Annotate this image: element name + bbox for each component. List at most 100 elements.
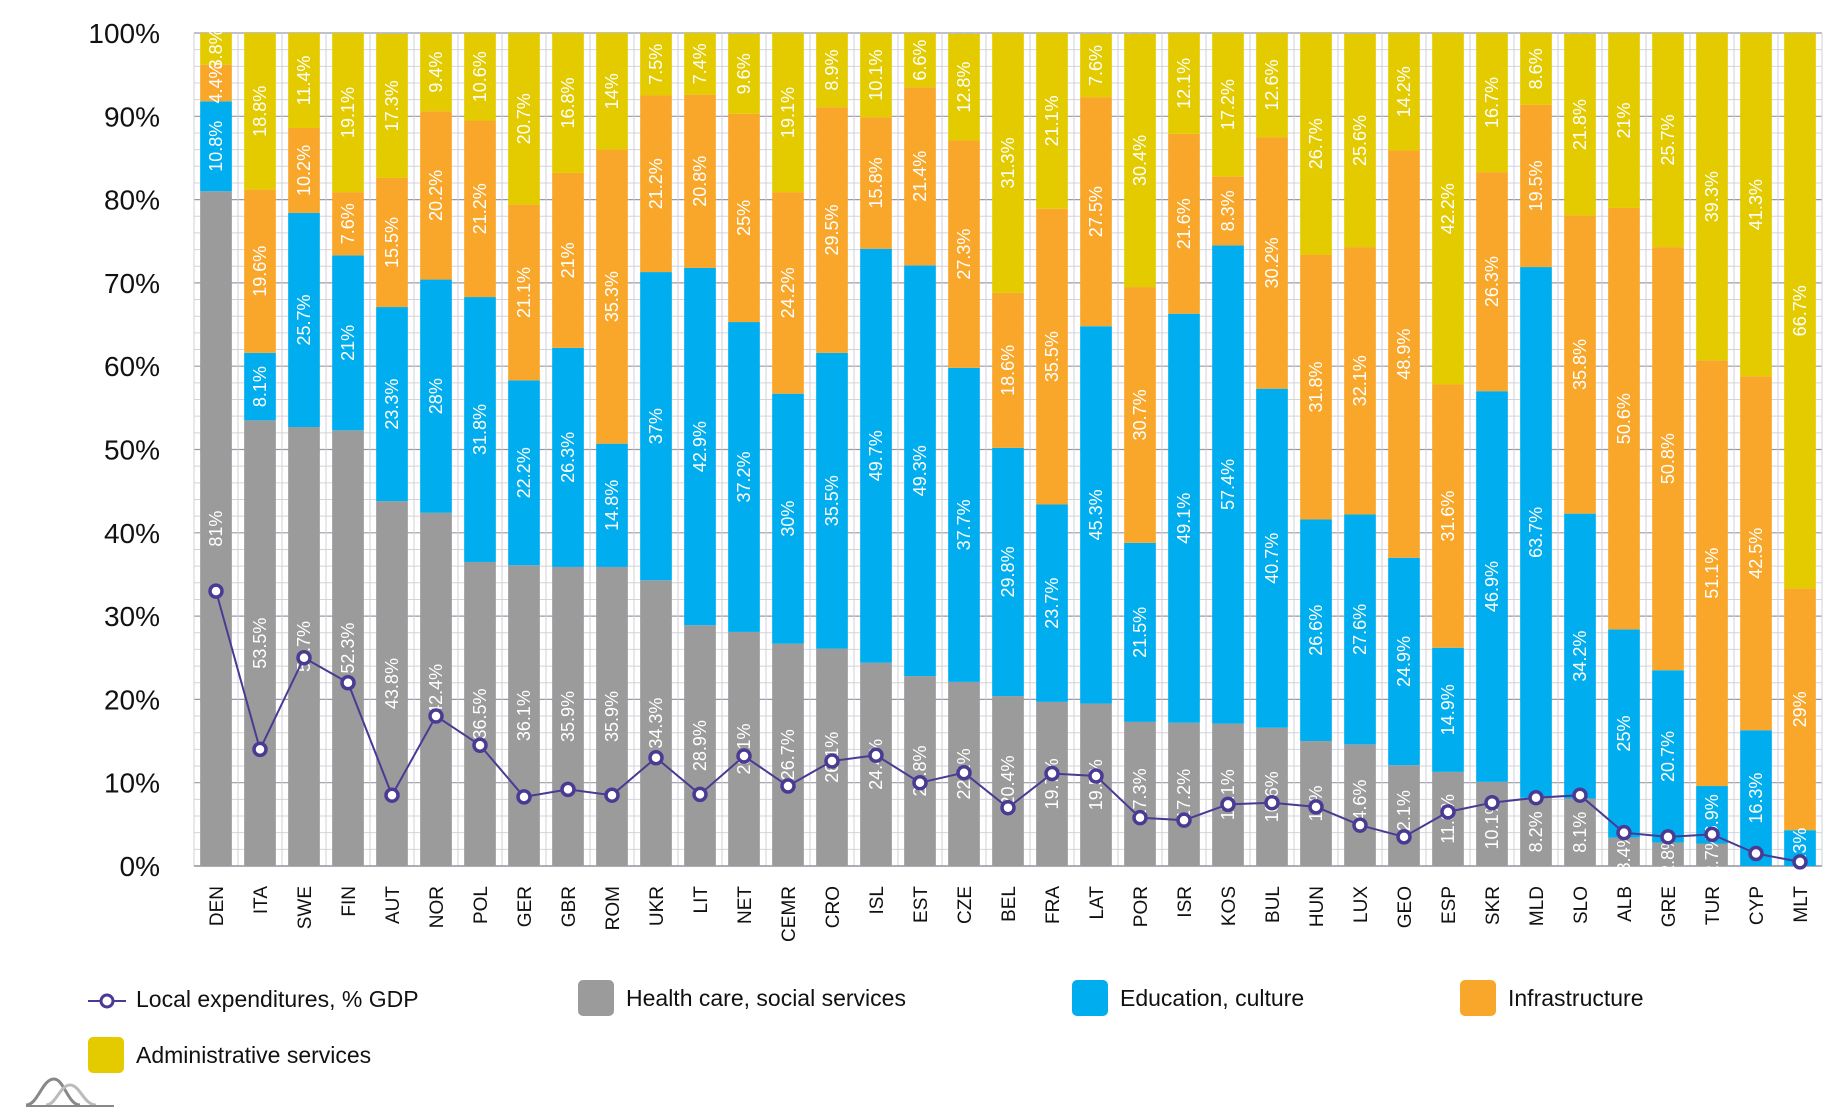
x-tick-label: CZE <box>955 886 976 924</box>
legend-item-health[interactable]: Health care, social services <box>578 980 906 1016</box>
data-label: 46.9% <box>1482 561 1502 612</box>
y-tick-label: 80% <box>104 185 160 216</box>
gdp-point <box>560 781 576 798</box>
data-label: 42.5% <box>1746 528 1766 579</box>
bar-segment <box>1212 723 1244 866</box>
gdp-point <box>692 786 708 803</box>
data-label: 17.1% <box>1218 769 1238 820</box>
data-label: 28.9% <box>690 720 710 771</box>
x-tick-label: SLO <box>1571 886 1592 924</box>
bar-segment <box>552 172 584 348</box>
x-tick-label: ITA <box>251 886 272 914</box>
data-label: 26.7% <box>778 729 798 780</box>
x-tick-label: LAT <box>1087 886 1108 920</box>
bar-segment <box>1036 701 1068 866</box>
data-label: 49.7% <box>866 430 886 481</box>
bar-segment <box>772 393 804 644</box>
gdp-point <box>1440 804 1456 820</box>
mountain-peaks-logo-icon <box>25 1077 114 1107</box>
bar-segment <box>640 272 672 581</box>
x-tick-label: UKR <box>647 886 668 926</box>
x-tick-label: AUT <box>383 886 404 924</box>
data-label: 42.9% <box>690 421 710 472</box>
data-label: 14% <box>602 73 622 109</box>
gdp-point <box>1088 768 1104 784</box>
data-label: 25% <box>734 200 754 236</box>
bar-segment <box>1344 247 1376 515</box>
bar-segment <box>332 33 364 193</box>
bar-segment <box>420 111 452 280</box>
data-label: 16.3% <box>1746 773 1766 824</box>
bar-segment <box>244 189 276 353</box>
legend-item-admin[interactable]: Administrative services <box>88 1037 371 1073</box>
legend-label: Infrastructure <box>1508 984 1644 1011</box>
x-tick-label: DEN <box>207 886 228 926</box>
bar-segment <box>728 322 760 632</box>
data-label: 36.5% <box>470 688 490 739</box>
bar-segment <box>1520 33 1552 105</box>
bar-segment <box>640 580 672 866</box>
bar-segment <box>640 95 672 273</box>
bar-segment <box>1344 33 1376 248</box>
bar-segment <box>1124 33 1156 288</box>
data-label: 35.5% <box>822 475 842 526</box>
data-label: 21.4% <box>910 151 930 202</box>
data-label: 52.3% <box>338 623 358 674</box>
data-label: 29% <box>1790 691 1810 727</box>
data-label: 31.8% <box>1306 362 1326 413</box>
bar-segment <box>684 625 716 866</box>
data-label: 8.1% <box>250 366 270 407</box>
data-label: 24.4% <box>866 739 886 790</box>
data-label: 15.5% <box>382 217 402 268</box>
y-axis: 0% 10% 20% 30% 40% 50% 60% 70% 80% 90% 100% <box>88 18 160 882</box>
legend-item-infrastructure[interactable]: Infrastructure <box>1460 980 1644 1016</box>
data-label: 2.8% <box>1658 834 1678 875</box>
gdp-point <box>1660 829 1676 845</box>
bar-segment <box>508 33 540 205</box>
bar-segment <box>1740 376 1772 731</box>
data-label: 21.2% <box>646 158 666 209</box>
gdp-point <box>296 650 312 666</box>
gdp-point <box>1220 796 1236 813</box>
data-label: 31.3% <box>998 137 1018 188</box>
bar-segment <box>1036 33 1068 209</box>
gdp-point <box>1792 854 1808 870</box>
bar-segment <box>1432 33 1464 385</box>
data-label: 48.9% <box>1394 329 1414 380</box>
bar-segment <box>1344 744 1376 866</box>
x-tick-label: TUR <box>1703 886 1724 925</box>
bar-segment <box>1080 33 1112 98</box>
gdp-point <box>824 753 840 769</box>
data-label: 19.1% <box>338 87 358 138</box>
x-tick-label: ROM <box>603 886 624 930</box>
data-label: 25.7% <box>294 294 314 345</box>
data-label: 3.4% <box>1614 831 1634 872</box>
bar-segment <box>1696 33 1728 361</box>
data-label: 30% <box>778 501 798 537</box>
legend-item-gdp-line[interactable]: Local expenditures, % GDP <box>88 986 419 1013</box>
bar-segment <box>1300 519 1332 742</box>
gdp-point <box>1044 765 1060 782</box>
gdp-point <box>516 789 532 805</box>
data-label: 4.4% <box>206 62 226 103</box>
bar-segment <box>288 127 320 213</box>
data-label: 20.8% <box>690 156 710 207</box>
data-label: 21.2% <box>470 183 490 234</box>
legend-item-education[interactable]: Education, culture <box>1072 980 1304 1016</box>
data-label: 8.9% <box>822 50 842 91</box>
bar-segment <box>860 33 892 118</box>
bar-segment <box>1388 557 1420 766</box>
data-label: 21% <box>1614 102 1634 138</box>
y-tick-label: 30% <box>104 601 160 632</box>
gdp-point <box>868 747 884 763</box>
data-label: 19.5% <box>1526 160 1546 211</box>
gdp-point <box>252 741 268 758</box>
bar-segment <box>1080 97 1112 327</box>
x-tick-label: LUX <box>1351 886 1372 923</box>
bar-segment <box>684 267 716 626</box>
data-label: 57.4% <box>1218 459 1238 510</box>
x-tick-label: GRE <box>1659 886 1680 927</box>
bar-segment <box>904 33 936 88</box>
data-label: 18.6% <box>998 345 1018 396</box>
data-label: 14.6% <box>1350 780 1370 831</box>
